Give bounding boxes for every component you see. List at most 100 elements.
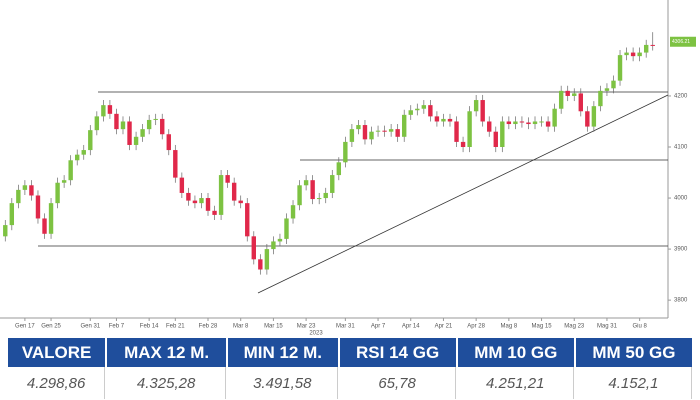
x-tick-label: Mag 8 [501,324,518,330]
candle-body [473,100,479,112]
x-tick-label: Mag 31 [597,324,618,330]
candle-body [245,203,250,237]
candle-body [35,195,41,219]
candle-body [251,236,256,260]
candle-body [487,121,492,132]
candle-body [349,129,355,142]
candle-body [650,44,655,46]
x-tick-label: Giu 8 [632,324,647,330]
candle-body [578,93,583,112]
candle-body [526,122,531,125]
candle-body [277,238,283,242]
value-cell: 4.251,21 [458,367,574,399]
x-tick-label: Mar 8 [233,324,249,330]
candle-body [81,150,86,155]
header-cell: MM 10 GG [457,338,574,367]
x-tick-label: Apr 28 [467,324,485,330]
header-cell: MAX 12 M. [107,338,226,367]
candle-body [454,121,459,142]
y-tick-label: 4200 [674,94,688,100]
candle-body [643,44,649,53]
candle-body [356,125,361,130]
candle-body [604,88,610,91]
value-cell: 4.298,86 [8,367,106,399]
candle-body [421,105,427,109]
value-cell: 65,78 [340,367,456,399]
candle-body [428,105,433,117]
candle-body [434,116,440,122]
candle-body [94,116,100,131]
y-tick-label: 3900 [674,247,688,253]
candle-body [22,185,28,190]
x-tick-label: Mag 23 [564,324,585,330]
candle-body [343,141,348,163]
candle-body [225,175,230,183]
x-tick-label: Mar 31 [336,324,355,330]
candle-body [336,162,342,176]
trend-line [257,94,669,294]
candle-body [16,189,21,204]
candle-body [382,130,387,132]
header-cell: RSI 14 GG [339,338,456,367]
candle-body [264,249,270,270]
candle-body [493,131,498,148]
x-tick-label: Feb 7 [109,324,125,330]
candle-body [506,121,512,125]
candle-body [101,105,106,117]
chart: 2023 3800 3900 4000 4100 4200 Gen 17 Gen 25 Gen… [0,0,696,336]
candle-body [441,118,446,122]
stats-table: VALORE MAX 12 M. MIN 12 M. RSI 14 GG MM … [6,338,694,399]
candle-body [166,134,171,151]
candle-body [415,108,420,111]
candle-body [160,118,165,135]
x-tick-label: Apr 21 [435,324,453,330]
candle-body [212,210,217,215]
x-tick-label: Gen 17 [15,324,35,330]
candle-body [29,185,34,196]
candle-body [120,121,126,130]
candle-body [637,52,642,57]
candle-body [323,192,328,199]
candle-body [591,106,597,127]
x-tick-label: Mar 15 [264,324,283,330]
candle-body [238,200,243,204]
x-tick-label: Feb 28 [199,324,218,330]
candle-body [572,93,577,96]
price-tag: 4306.21 [672,39,690,45]
x-tick-label: Feb 21 [166,324,185,330]
candle-body [519,121,525,123]
candle-body [192,200,198,204]
candle-body [271,241,276,250]
candle-body [565,90,570,96]
candle-body [107,105,113,114]
candle-body [88,130,93,151]
candle-body [532,121,538,125]
candle-body [303,180,309,186]
candle-body [290,205,296,219]
candle-body [552,108,557,127]
candle-body [402,114,407,137]
candle-body [558,90,564,109]
candle-body [179,177,185,193]
x-tick-label: Apr 7 [371,324,386,330]
candle-body [127,121,132,145]
value-cell: 4.325,28 [107,367,226,399]
candle-body [611,80,616,89]
x-tick-label: Gen 31 [80,324,100,330]
candle-body [75,154,80,161]
price-tag-box [670,36,696,47]
candle-body [617,55,623,81]
candle-body [173,150,178,178]
candle-body [297,185,302,206]
y-tick-label: 3800 [674,298,688,304]
candle-body [630,52,636,57]
candle-body [284,218,289,239]
value-cell: 4.152,1 [576,367,692,399]
candle-body [199,198,204,204]
y-tick-label: 4000 [674,196,688,202]
candle-body [140,129,145,137]
candle-body [480,100,485,122]
x-tick-label: Gen 25 [41,324,61,330]
candle-body [545,121,551,127]
